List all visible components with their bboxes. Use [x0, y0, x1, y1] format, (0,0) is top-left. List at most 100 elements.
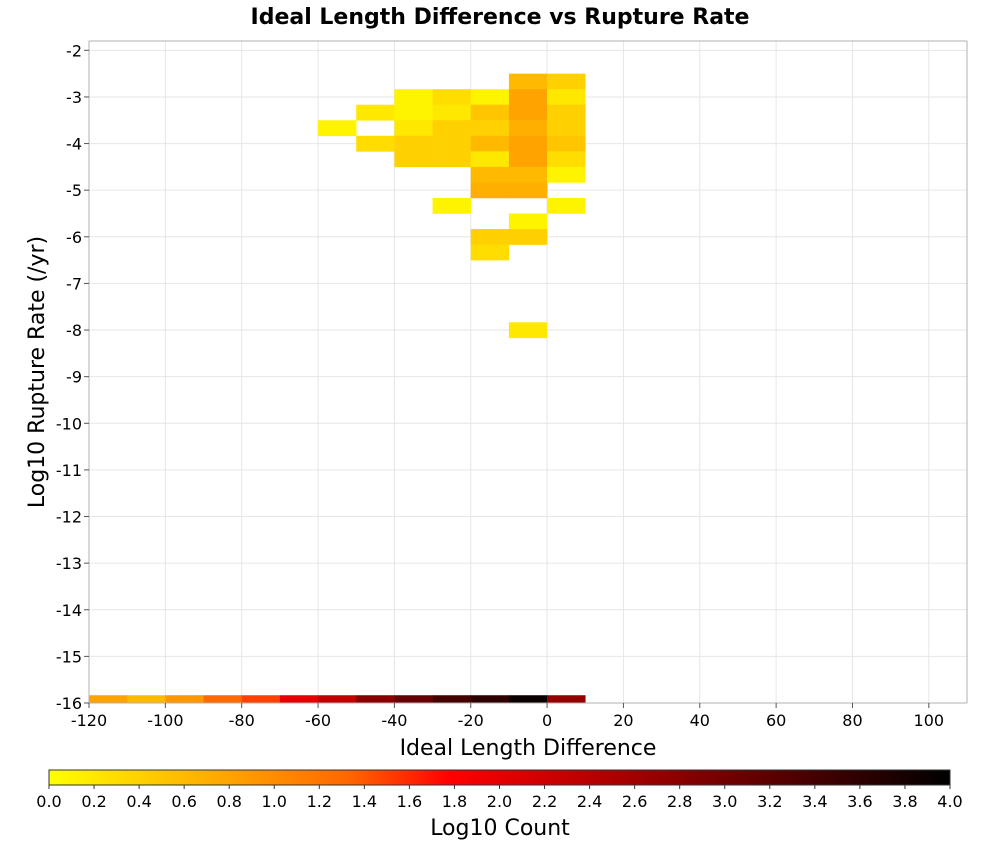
heatmap-cell [508, 213, 548, 230]
colorbar-tick-label: 3.2 [757, 792, 782, 811]
heatmap-cell [203, 695, 242, 703]
colorbar-tick-label: 4.0 [937, 792, 962, 811]
heatmap-cell [432, 135, 472, 152]
colorbar-tick-label: 2.6 [622, 792, 647, 811]
heatmap-cell [508, 229, 548, 245]
heatmap-cell [547, 197, 586, 214]
heatmap-cell [508, 182, 548, 199]
colorbar-tick-label: 3.4 [802, 792, 827, 811]
heatmap-cell [165, 695, 204, 703]
heatmap-cell [508, 166, 548, 183]
heatmap-cell [432, 197, 472, 214]
colorbar-tick-label: 0.2 [81, 792, 106, 811]
plot-frame [88, 40, 968, 704]
x-tick-label: -60 [305, 711, 331, 730]
heatmap-cells [89, 73, 586, 703]
colorbar-ticks: 0.0 0.2 0.4 0.6 0.8 1.0 1.2 1.4 1.6 1.8 2.0 2.2 2.4 2… [36, 785, 963, 811]
heatmap-cell [470, 104, 510, 121]
y-tick-label: -13 [56, 554, 82, 573]
heatmap-cell [127, 695, 166, 703]
heatmap-cell [356, 135, 395, 152]
y-tick-label: -5 [66, 181, 82, 200]
x-tick-label: -80 [229, 711, 255, 730]
heatmap-cell [508, 695, 548, 703]
heatmap-cell [394, 104, 433, 121]
heatmap-cell [547, 120, 586, 137]
heatmap-cell [432, 695, 472, 703]
y-tick-label: -9 [66, 368, 82, 387]
colorbar-tick-label: 1.2 [307, 792, 332, 811]
heatmap-cell [432, 120, 472, 137]
x-tick-label: -100 [147, 711, 183, 730]
x-tick-label: -120 [71, 711, 107, 730]
heatmap-cell [279, 695, 319, 703]
heatmap-cell [470, 229, 510, 245]
y-tick-label: -7 [66, 274, 82, 293]
colorbar-tick-label: 0.4 [126, 792, 151, 811]
heatmap-cell [508, 322, 548, 339]
x-tick-label: 60 [766, 711, 786, 730]
y-tick-label: -15 [56, 647, 82, 666]
y-tick-label: -14 [56, 601, 82, 620]
heatmap-cell [89, 695, 128, 703]
heatmap-cell [394, 120, 433, 137]
heatmap-cell [241, 695, 281, 703]
y-tick-label: -8 [66, 321, 82, 340]
colorbar-tick-label: 2.0 [487, 792, 512, 811]
chart-title: Ideal Length Difference vs Rupture Rate [251, 5, 750, 30]
heatmap-cell [470, 695, 510, 703]
x-tick-label: -40 [381, 711, 407, 730]
heatmap-cell [547, 89, 586, 106]
heatmap-cell [470, 244, 510, 261]
heatmap-cell [470, 166, 510, 183]
colorbar [48, 769, 951, 786]
colorbar-tick-label: 2.4 [577, 792, 602, 811]
y-tick-label: -11 [56, 461, 82, 480]
colorbar-tick-label: 3.6 [847, 792, 872, 811]
y-tick-label: -16 [56, 694, 82, 713]
heatmap-cell [432, 104, 472, 121]
x-tick-label: 0 [542, 711, 552, 730]
y-tick-label: -10 [56, 414, 82, 433]
heatmap-cell [508, 89, 548, 106]
heatmap-cell [432, 89, 472, 106]
heatmap-cell [547, 151, 586, 168]
x-tick-label: -20 [458, 711, 484, 730]
colorbar-tick-label: 1.8 [442, 792, 467, 811]
colorbar-tick-label: 1.4 [352, 792, 377, 811]
y-tick-label: -2 [66, 41, 82, 60]
heatmap-cell [547, 135, 586, 152]
heatmap-cell [318, 695, 357, 703]
heatmap-cell [470, 120, 510, 137]
colorbar-tick-label: 0.8 [216, 792, 241, 811]
x-axis-ticks: -120 -100 -80 -60 -40 -20 0 20 40 60 80 100 [71, 703, 944, 730]
colorbar-tick-label: 3.0 [712, 792, 737, 811]
colorbar-label: Log10 Count [430, 816, 570, 841]
heatmap-cell [470, 135, 510, 152]
heatmap-cell [318, 120, 357, 137]
x-tick-label: 20 [613, 711, 633, 730]
y-tick-label: -3 [66, 88, 82, 107]
heatmap-cell [508, 135, 548, 152]
colorbar-tick-label: 2.8 [667, 792, 692, 811]
heatmap-cell [394, 151, 433, 168]
heatmap-cell [432, 151, 472, 168]
heatmap-cell [356, 695, 395, 703]
heatmap-cell [470, 182, 510, 199]
colorbar-tick-label: 0.0 [36, 792, 61, 811]
heatmap-cell [470, 89, 510, 106]
heatmap-cell [547, 104, 586, 121]
heatmap-cell [508, 73, 548, 90]
heatmap-cell [547, 166, 586, 183]
x-tick-label: 80 [842, 711, 862, 730]
y-tick-label: -12 [56, 508, 82, 527]
heatmap-cell [547, 695, 586, 703]
heatmap-cell [394, 89, 433, 106]
heatmap-cell [547, 73, 586, 90]
y-axis-label: Log10 Rupture Rate (/yr) [25, 236, 50, 508]
heatmap-cell [394, 695, 433, 703]
x-tick-label: 40 [690, 711, 710, 730]
x-tick-label: 100 [914, 711, 945, 730]
x-axis-label: Ideal Length Difference [400, 736, 657, 761]
